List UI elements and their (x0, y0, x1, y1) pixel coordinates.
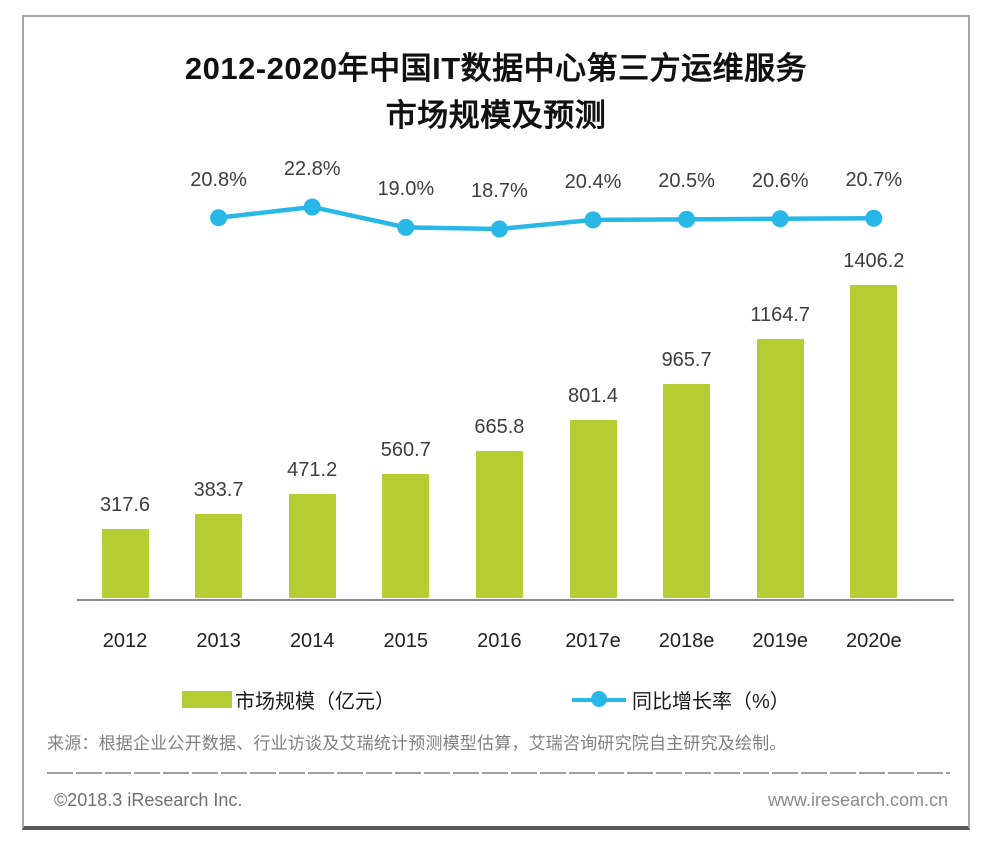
bar-2012 (101, 529, 149, 598)
growth-point-2017e (584, 211, 602, 229)
growth-point-2019e (771, 210, 789, 228)
bar-2019e (756, 339, 804, 598)
chart-title-line1: 2012-2020年中国IT数据中心第三方运维服务 (184, 51, 808, 86)
growth-point-2020e (865, 209, 883, 227)
copyright-text: ©2018.3 iResearch Inc. (54, 790, 243, 810)
chart-area: 317.6 2012 383.7 2013 471.2 2014 560.7 2015 665.… (24, 17, 968, 826)
bar-value-label-2013: 383.7 (193, 479, 244, 501)
bar-2017e (569, 420, 617, 598)
growth-value-label-2016: 18.7% (471, 179, 528, 202)
growth-point-2015 (397, 218, 415, 236)
growth-line (216, 204, 877, 232)
x-axis-line (77, 599, 954, 601)
legend-item-market-size: 市场规模（亿元） (182, 685, 395, 714)
growth-point-2016 (490, 220, 508, 238)
growth-value-label-2017e: 20.4% (564, 170, 622, 193)
chart-legend: 市场规模（亿元） 同比增长率（%） (24, 685, 968, 714)
line-dot-swatch-icon (572, 691, 626, 708)
bar-value-label-2018e: 965.7 (661, 349, 712, 371)
x-axis-label-2015: 2015 (383, 630, 429, 652)
bar-value-label-2012: 317.6 (99, 494, 151, 516)
growth-value-label-2019e: 20.6% (751, 169, 809, 192)
x-axis-label-2020e: 2020e (845, 630, 902, 652)
x-axis-label-2016: 2016 (477, 630, 522, 652)
chart-title-line2: 市场规模及预测 (385, 98, 607, 133)
bar-value-label-2016: 665.8 (474, 416, 525, 438)
growth-point-2013 (210, 209, 228, 227)
legend-growth-rate-label: 同比增长率（%） (632, 691, 790, 713)
x-axis-label-2014: 2014 (289, 630, 335, 652)
growth-value-label-2015: 19.0% (377, 178, 435, 201)
footer-bar: ©2018.3 iResearch Inc. www.iresearch.com… (54, 790, 948, 811)
bar-2015 (382, 474, 430, 598)
bar-2018e (663, 384, 711, 598)
bar-value-label-2015: 560.7 (380, 439, 431, 461)
x-axis-label-2013: 2013 (196, 630, 241, 652)
growth-rate-line-chart (210, 198, 883, 238)
x-axis-label-2019e: 2019e (752, 630, 808, 652)
bar-2013 (195, 514, 243, 598)
dashed-divider (47, 772, 950, 774)
growth-value-label-2014: 22.8% (283, 157, 341, 180)
bar-value-label-2020e: 1406.2 (843, 250, 905, 272)
legend-item-growth-rate: 同比增长率（%） (572, 685, 790, 714)
growth-value-label-2013: 20.8% (190, 168, 247, 191)
growth-point-2018e (678, 210, 696, 228)
growth-value-label-2018e: 20.5% (658, 170, 715, 193)
bar-value-label-2017e: 801.4 (567, 385, 619, 407)
chart-frame: 2012-2020年中国IT数据中心第三方运维服务 市场规模及预测 317.6 2… (22, 15, 970, 830)
website-url: www.iresearch.com.cn (767, 790, 948, 810)
line-swatch-dot (591, 691, 607, 707)
chart-title: 2012-2020年中国IT数据中心第三方运维服务 市场规模及预测 (24, 45, 968, 139)
bar-2014 (288, 494, 336, 598)
bar-2020e (850, 285, 898, 598)
x-axis-label-2018e: 2018e (658, 630, 715, 652)
source-note: 来源：根据企业公开数据、行业访谈及艾瑞统计预测模型估算，艾瑞咨询研究院自主研究及… (47, 734, 787, 753)
x-axis-label-2017e: 2017e (565, 630, 621, 652)
growth-point-2014 (303, 198, 321, 216)
bar-2016 (475, 451, 523, 598)
growth-value-label-2020e: 20.7% (845, 169, 903, 192)
legend-market-size-label: 市场规模（亿元） (235, 691, 395, 713)
bar-value-label-2014: 471.2 (287, 459, 338, 481)
bar-value-label-2019e: 1164.7 (750, 304, 811, 326)
bar-swatch-icon (182, 691, 232, 708)
x-axis-label-2012: 2012 (102, 630, 148, 652)
